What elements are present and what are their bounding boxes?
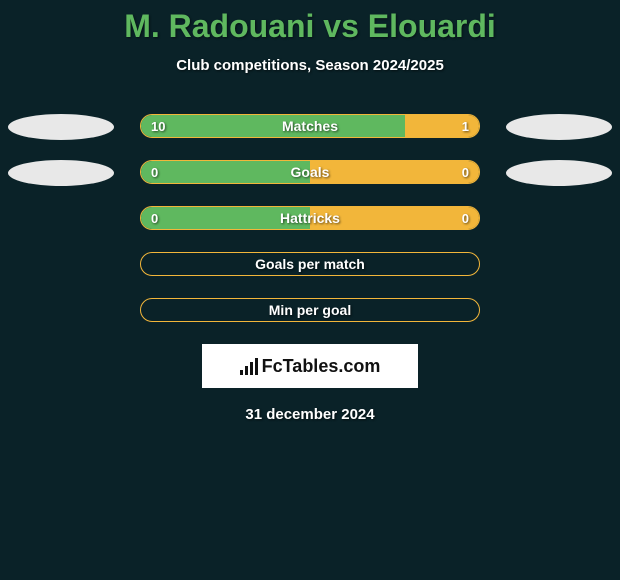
stat-row: 101Matches: [0, 114, 620, 140]
subtitle: Club competitions, Season 2024/2025: [0, 57, 620, 74]
stat-value-right: 0: [462, 211, 469, 226]
stat-value-left: 0: [151, 165, 158, 180]
stat-row: 00Hattricks: [0, 206, 620, 232]
comparison-widget: M. Radouani vs Elouardi Club competition…: [0, 0, 620, 423]
player-left-oval: [8, 114, 114, 140]
stat-bar-right: 1: [405, 115, 479, 137]
stat-bar: [140, 252, 480, 276]
date-label: 31 december 2024: [0, 406, 620, 423]
stat-value-right: 1: [462, 119, 469, 134]
stat-value-left: 10: [151, 119, 165, 134]
stat-value-right: 0: [462, 165, 469, 180]
stat-bar-left: [141, 299, 310, 321]
stat-bar: 00: [140, 160, 480, 184]
stat-bar-right: [310, 253, 479, 275]
page-title: M. Radouani vs Elouardi: [0, 8, 620, 45]
stat-bar-left: 0: [141, 161, 310, 183]
stat-bar-right: 0: [310, 161, 479, 183]
stat-value-left: 0: [151, 211, 158, 226]
player-left-oval: [8, 160, 114, 186]
chart-icon: [240, 357, 258, 375]
stat-bar: 00: [140, 206, 480, 230]
stat-bar-left: [141, 253, 310, 275]
stat-bar-right: [310, 299, 479, 321]
stat-row: 00Goals: [0, 160, 620, 186]
stat-row: Goals per match: [0, 252, 620, 278]
stat-bar-left: 0: [141, 207, 310, 229]
logo-box[interactable]: FcTables.com: [202, 344, 418, 388]
player-right-oval: [506, 114, 612, 140]
stat-bar-left: 10: [141, 115, 405, 137]
logo-text: FcTables.com: [262, 356, 381, 377]
stat-rows: 101Matches00Goals00HattricksGoals per ma…: [0, 114, 620, 324]
stat-bar-right: 0: [310, 207, 479, 229]
stat-row: Min per goal: [0, 298, 620, 324]
logo: FcTables.com: [240, 356, 381, 377]
stat-bar: [140, 298, 480, 322]
stat-bar: 10 1: [140, 114, 480, 138]
player-right-oval: [506, 160, 612, 186]
